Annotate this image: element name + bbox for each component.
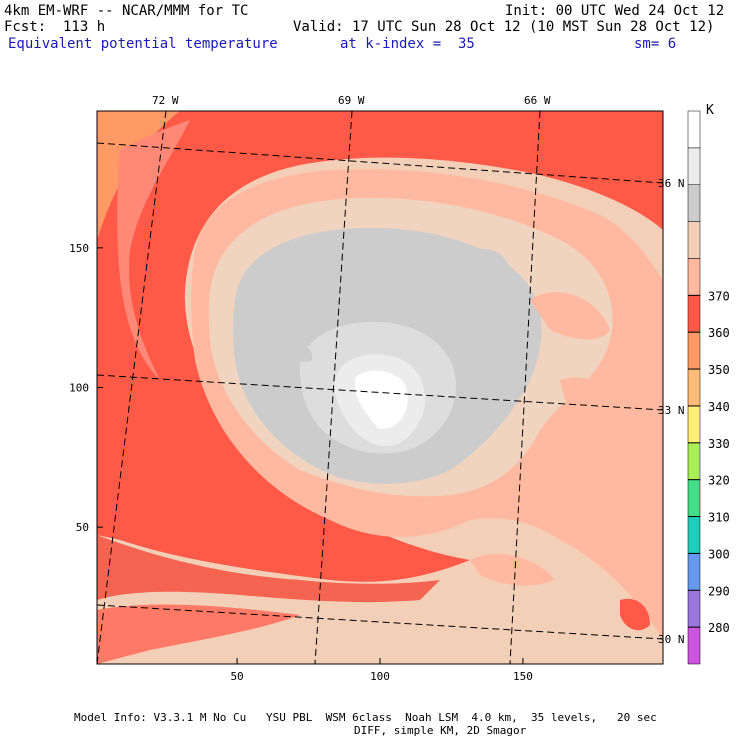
valid-time: Valid: 17 UTC Sun 28 Oct 12 (10 MST Sun …: [293, 19, 715, 35]
meridian-69w: [314, 111, 353, 664]
colorbar-swatch: [687, 331, 701, 370]
colorbar-swatch: [687, 258, 701, 296]
x-tick-label: 50: [230, 670, 243, 683]
parallel-33n: [97, 374, 663, 411]
colorbar-swatch: [687, 590, 701, 628]
parallel-30n: [97, 604, 663, 640]
colorbar-label: 330: [708, 437, 730, 451]
colorbar-unit: K: [706, 103, 714, 118]
forecast-hour: Fcst: 113 h: [4, 19, 106, 35]
colorbar-label: 280: [708, 621, 730, 635]
colorbar-label: 370: [708, 289, 730, 303]
colorbar-label: 310: [708, 511, 730, 525]
colorbar: 280 290 300 310 320 330 340 350 360 370: [687, 110, 730, 665]
x-tick-label: 100: [370, 670, 390, 683]
theta-e-shading: [97, 111, 663, 664]
y-tick-label: 50: [76, 521, 89, 534]
colorbar-swatch: [687, 479, 701, 517]
colorbar-swatch: [687, 184, 701, 222]
y-tick-label: 100: [69, 382, 89, 395]
model-title: 4km EM-WRF -- NCAR/MMM for TC: [4, 3, 249, 19]
meridian-66w: [509, 111, 541, 664]
colorbar-swatch: [687, 295, 701, 333]
colorbar-swatch: [687, 110, 701, 149]
colorbar-label: 290: [708, 584, 730, 598]
colorbar-swatch: [687, 147, 701, 185]
level-info: at k-index = 35: [340, 36, 475, 52]
colorbar-label: 340: [708, 400, 730, 414]
smoothing-info: sm= 6: [634, 36, 677, 52]
colorbar-swatch: [687, 626, 701, 665]
colorbar-swatch: [687, 553, 701, 591]
meridian-72w: [97, 111, 167, 664]
lon-label-66w: 66 W: [524, 94, 551, 107]
colorbar-label: 350: [708, 363, 730, 377]
model-info-line2: DIFF, simple KM, 2D Smagor: [354, 724, 527, 737]
grid-ticks: 50 100 150 50 100 150: [69, 242, 533, 683]
x-tick-label: 150: [513, 670, 533, 683]
colorbar-label: 320: [708, 474, 730, 488]
colorbar-swatch: [687, 442, 701, 480]
lon-label-69w: 69 W: [338, 94, 365, 107]
colorbar-label: 300: [708, 547, 730, 561]
lat-label-36n: 36 N: [658, 177, 685, 190]
colorbar-swatch: [687, 368, 701, 407]
y-tick-label: 150: [69, 242, 89, 255]
parallel-36n: [97, 142, 663, 184]
colorbar-swatch: [687, 516, 701, 554]
colorbar-swatch: [687, 405, 701, 444]
lon-label-72w: 72 W: [152, 94, 179, 107]
colorbar-label: 360: [708, 326, 730, 340]
colorbar-swatch: [687, 221, 701, 259]
model-info-line1: Model Info: V3.3.1 M No Cu YSU PBL WSM 6…: [74, 711, 657, 724]
lat-label-33n: 33 N: [658, 404, 685, 417]
init-time: Init: 00 UTC Wed 24 Oct 12: [505, 3, 725, 19]
graticule: [97, 111, 663, 664]
field-name: Equivalent potential temperature: [8, 36, 278, 52]
lat-label-30n: 30 N: [658, 633, 685, 646]
